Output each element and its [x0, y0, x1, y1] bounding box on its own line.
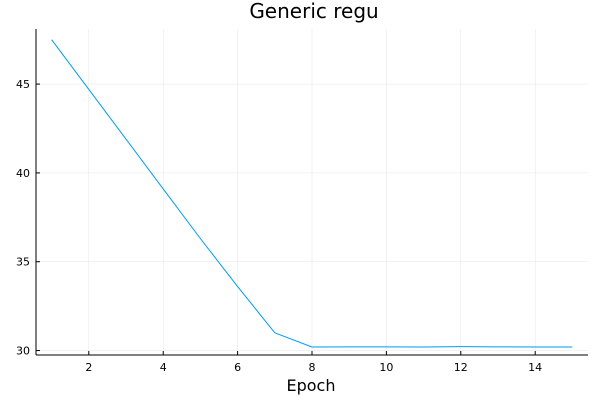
x-tick-label: 4 — [160, 361, 167, 374]
grid — [36, 29, 588, 355]
x-tick-label: 12 — [454, 361, 468, 374]
y-tick-label: 40 — [16, 167, 30, 180]
y-tick-label: 35 — [16, 256, 30, 269]
x-tick-label: 8 — [309, 361, 316, 374]
y-axis-ticks: 30 35 40 45 — [16, 78, 40, 358]
x-axis-ticks: 2 4 6 8 10 12 14 — [85, 351, 542, 374]
x-tick-label: 10 — [379, 361, 393, 374]
series-lines — [51, 39, 573, 348]
x-tick-label: 6 — [234, 361, 241, 374]
chart-title: Generic regu — [249, 0, 378, 23]
x-axis-title: Epoch — [287, 376, 336, 395]
series-line — [51, 39, 573, 348]
y-tick-label: 45 — [16, 78, 30, 91]
x-tick-label: 14 — [528, 361, 542, 374]
y-tick-label: 30 — [16, 345, 30, 358]
x-tick-label: 2 — [85, 361, 92, 374]
